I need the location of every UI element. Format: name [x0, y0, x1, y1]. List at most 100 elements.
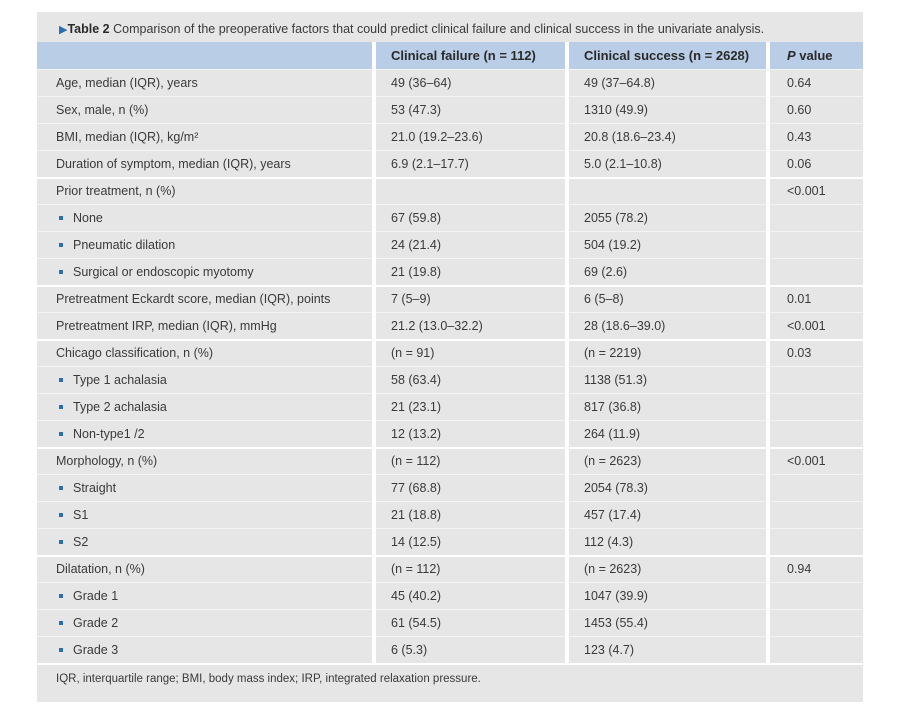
cell-clinical-success: 1310 (49.9)	[584, 103, 648, 117]
row-label-text: Straight	[73, 481, 117, 495]
row-label-text: Grade 2	[73, 616, 119, 630]
table-row: Sex, male, n (%) 53 (47.3) 1310 (49.9) 0.60	[37, 96, 863, 123]
cell-clinical-failure: 21.0 (19.2–23.6)	[391, 130, 483, 144]
cell-p-value: <0.001	[787, 454, 826, 468]
table-row: Non-type1 /2 12 (13.2) 264 (11.9)	[37, 420, 863, 447]
bullet-icon	[59, 647, 63, 652]
cell-clinical-success: 457 (17.4)	[584, 508, 641, 522]
table-row: Duration of symptom, median (IQR), years…	[37, 150, 863, 177]
bullet-icon	[59, 485, 63, 490]
table-row: Surgical or endoscopic myotomy 21 (19.8) 6…	[37, 258, 863, 285]
cell-clinical-failure: 61 (54.5)	[391, 616, 442, 630]
cell-clinical-failure: 77 (68.8)	[391, 481, 442, 495]
row-label-text: Sex, male, n (%)	[56, 103, 149, 117]
cell-clinical-success: 112 (4.3)	[584, 535, 634, 549]
cell-clinical-success: (n = 2623)	[584, 454, 642, 468]
table-row: Prior treatment, n (%) <0.001	[37, 177, 863, 204]
cell-clinical-success: 1047 (39.9)	[584, 589, 648, 603]
cell-clinical-success: 6 (5–8)	[584, 292, 624, 306]
row-label-text: Dilatation, n (%)	[56, 562, 145, 576]
row-label-text: Pretreatment Eckardt score, median (IQR)…	[56, 292, 331, 306]
cell-p-value: 0.43	[787, 130, 812, 144]
table-row: Morphology, n (%) (n = 112) (n = 2623) <0.0…	[37, 447, 863, 474]
row-label: Age, median (IQR), years	[56, 70, 198, 97]
row-label: Pretreatment IRP, median (IQR), mmHg	[56, 313, 277, 340]
row-label-text: None	[73, 211, 103, 225]
cell-clinical-success: 264 (11.9)	[584, 427, 641, 441]
row-sublabel: Grade 2	[59, 610, 118, 637]
row-label-text: Pneumatic dilation	[73, 238, 176, 252]
cell-p-value: 0.01	[787, 292, 812, 306]
caption-label: Table 2	[67, 22, 110, 36]
table-row: Grade 2 61 (54.5) 1453 (55.4)	[37, 609, 863, 636]
row-label-text: Age, median (IQR), years	[56, 76, 198, 90]
bullet-icon	[59, 269, 63, 274]
row-label-text: Grade 1	[73, 589, 119, 603]
row-label-text: Morphology, n (%)	[56, 454, 158, 468]
cell-clinical-failure: 21.2 (13.0–32.2)	[391, 319, 483, 333]
caption-text: Comparison of the preoperative factors t…	[109, 22, 765, 36]
cell-clinical-success: 5.0 (2.1–10.8)	[584, 157, 662, 171]
group-separator	[37, 447, 863, 449]
cell-clinical-failure: (n = 112)	[391, 454, 441, 468]
cell-clinical-success: 817 (36.8)	[584, 400, 641, 414]
row-sublabel: S2	[59, 529, 88, 556]
cell-clinical-failure: 45 (40.2)	[391, 589, 442, 603]
row-label: Pretreatment Eckardt score, median (IQR)…	[56, 286, 330, 313]
group-separator	[37, 663, 863, 665]
table-row: Grade 1 45 (40.2) 1047 (39.9)	[37, 582, 863, 609]
row-label-text: Type 1 achalasia	[73, 373, 167, 387]
table-header-row: Clinical failure (n = 112) Clinical succ…	[37, 42, 863, 69]
cell-clinical-failure: 67 (59.8)	[391, 211, 442, 225]
column-separator	[565, 42, 569, 663]
row-label-text: Type 2 achalasia	[73, 400, 167, 414]
table-row: Chicago classification, n (%) (n = 91) (n …	[37, 339, 863, 366]
table-row: Dilatation, n (%) (n = 112) (n = 2623) 0.94	[37, 555, 863, 582]
cell-clinical-success: 49 (37–64.8)	[584, 76, 655, 90]
bullet-icon	[59, 242, 63, 247]
table-container: ▶Table 2 Comparison of the preoperative …	[37, 12, 863, 702]
group-separator	[37, 177, 863, 179]
row-label: Duration of symptom, median (IQR), years	[56, 151, 291, 178]
row-sublabel: Surgical or endoscopic myotomy	[59, 259, 254, 286]
table-row: Pretreatment Eckardt score, median (IQR)…	[37, 285, 863, 312]
cell-clinical-success: 2055 (78.2)	[584, 211, 648, 225]
caption-marker: ▶	[59, 24, 68, 36]
row-label: BMI, median (IQR), kg/m²	[56, 124, 198, 151]
row-label-text: Prior treatment, n (%)	[56, 184, 176, 198]
cell-clinical-failure: 24 (21.4)	[391, 238, 442, 252]
cell-p-value: 0.06	[787, 157, 812, 171]
cell-clinical-failure: 21 (19.8)	[391, 265, 442, 279]
cell-p-value: <0.001	[787, 184, 826, 198]
cell-clinical-failure: 12 (13.2)	[391, 427, 442, 441]
table-row: S2 14 (12.5) 112 (4.3)	[37, 528, 863, 555]
cell-clinical-success: 20.8 (18.6–23.4)	[584, 130, 676, 144]
row-label-text: Surgical or endoscopic myotomy	[73, 265, 254, 279]
table-row: Pneumatic dilation 24 (21.4) 504 (19.2)	[37, 231, 863, 258]
header-p-letter: P	[787, 48, 796, 63]
header-p-value: P value	[787, 42, 833, 69]
row-sublabel: Pneumatic dilation	[59, 232, 175, 259]
group-separator	[37, 285, 863, 287]
cell-clinical-success: (n = 2623)	[584, 562, 642, 576]
row-label-text: S1	[73, 508, 89, 522]
cell-clinical-failure: (n = 112)	[391, 562, 441, 576]
row-label-text: Non-type1 /2	[73, 427, 145, 441]
cell-clinical-failure: 58 (63.4)	[391, 373, 442, 387]
row-sublabel: Type 1 achalasia	[59, 367, 167, 394]
table-row: Grade 3 6 (5.3) 123 (4.7)	[37, 636, 863, 663]
table-row: BMI, median (IQR), kg/m² 21.0 (19.2–23.6)…	[37, 123, 863, 150]
cell-clinical-failure: (n = 91)	[391, 346, 435, 360]
cell-clinical-success: 1453 (55.4)	[584, 616, 648, 630]
table-row: Pretreatment IRP, median (IQR), mmHg 21.2…	[37, 312, 863, 339]
row-label: Prior treatment, n (%)	[56, 178, 175, 205]
bullet-icon	[59, 620, 63, 625]
cell-clinical-success: 28 (18.6–39.0)	[584, 319, 666, 333]
row-sublabel: Type 2 achalasia	[59, 394, 167, 421]
header-clinical-success: Clinical success (n = 2628)	[584, 48, 750, 63]
cell-clinical-failure: 21 (18.8)	[391, 508, 442, 522]
cell-clinical-success: 2054 (78.3)	[584, 481, 648, 495]
cell-p-value: 0.64	[787, 76, 812, 90]
row-sublabel: Grade 1	[59, 583, 118, 610]
cell-clinical-success: 123 (4.7)	[584, 643, 635, 657]
